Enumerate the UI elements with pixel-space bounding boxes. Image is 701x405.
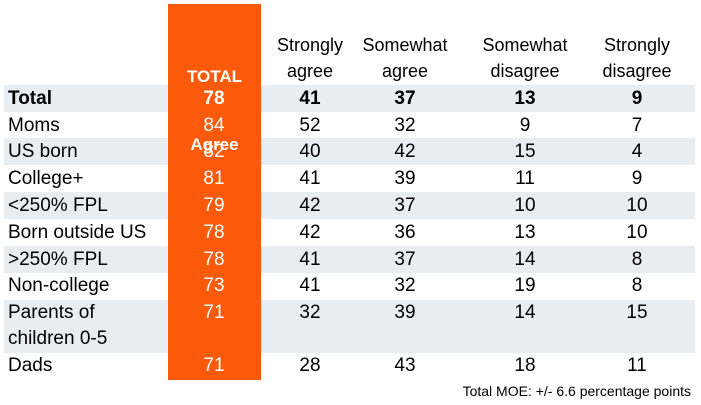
row-band: [4, 246, 695, 273]
header-strongly-disagree: Strongly disagree: [602, 35, 672, 81]
moe-note: Total MOE: +/- 6.6 percentage points: [462, 383, 691, 399]
cell-somewhat-agree: 39: [394, 168, 416, 189]
cell-total-agree: 73: [203, 275, 225, 296]
row-label: Total: [8, 88, 52, 109]
cell-strongly-disagree: 4: [631, 141, 643, 162]
cell-somewhat-agree: 43: [394, 355, 416, 376]
row-label: Moms: [8, 115, 60, 136]
header-somewhat-agree: Somewhat agree: [362, 35, 448, 81]
cell-total-agree: 71: [203, 302, 225, 323]
cell-somewhat-disagree: 13: [514, 222, 536, 243]
header-strongly-agree: Strongly agree: [276, 35, 344, 81]
cell-total-agree: 78: [203, 88, 225, 109]
row-label: >250% FPL: [8, 249, 108, 270]
row-band: [4, 138, 695, 165]
cell-strongly-disagree: 7: [631, 115, 643, 136]
row-band: [4, 300, 695, 353]
cell-somewhat-disagree: 15: [514, 141, 536, 162]
cell-strongly-agree: 42: [299, 195, 321, 216]
cell-somewhat-agree: 37: [394, 195, 416, 216]
cell-somewhat-agree: 42: [394, 141, 416, 162]
cell-strongly-agree: 41: [299, 168, 321, 189]
header-somewhat-disagree: Somewhat disagree: [482, 35, 568, 81]
cell-strongly-disagree: 10: [626, 222, 648, 243]
row-label: College+: [8, 168, 84, 189]
cell-somewhat-agree: 36: [394, 222, 416, 243]
cell-strongly-agree: 41: [299, 249, 321, 270]
cell-strongly-agree: 41: [299, 88, 321, 109]
cell-total-agree: 78: [203, 222, 225, 243]
cell-total-agree: 79: [203, 195, 225, 216]
cell-somewhat-agree: 39: [394, 302, 416, 323]
header-total-line1: TOTAL: [186, 67, 243, 86]
cell-strongly-disagree: 8: [631, 249, 643, 270]
cell-somewhat-disagree: 14: [514, 249, 536, 270]
cell-strongly-agree: 40: [299, 141, 321, 162]
cell-strongly-agree: 41: [299, 275, 321, 296]
cell-strongly-disagree: 9: [631, 168, 643, 189]
cell-somewhat-disagree: 13: [514, 88, 536, 109]
row-label: <250% FPL: [8, 195, 108, 216]
row-band: [4, 192, 695, 219]
cell-somewhat-disagree: 10: [514, 195, 536, 216]
header-total-agree: TOTAL Agree: [168, 26, 261, 154]
cell-somewhat-agree: 37: [394, 88, 416, 109]
total-agree-highlight-column: [168, 4, 261, 380]
cell-strongly-disagree: 8: [631, 275, 643, 296]
cell-strongly-disagree: 9: [631, 88, 643, 109]
row-label: Parents of children 0-5: [8, 302, 108, 349]
cell-total-agree: 81: [203, 168, 225, 189]
cell-somewhat-disagree: 9: [519, 115, 531, 136]
row-band: [4, 85, 695, 112]
row-label: Born outside US: [8, 222, 147, 243]
cell-somewhat-agree: 32: [394, 275, 416, 296]
cell-strongly-disagree: 15: [626, 302, 648, 323]
cell-total-agree: 71: [203, 355, 225, 376]
cell-somewhat-disagree: 18: [514, 355, 536, 376]
cell-strongly-agree: 52: [299, 115, 321, 136]
row-label: Non-college: [8, 275, 110, 296]
header-total-line2: Agree: [190, 135, 239, 154]
cell-strongly-disagree: 11: [627, 355, 647, 376]
cell-total-agree: 82: [203, 141, 225, 162]
cell-total-agree: 84: [203, 115, 225, 136]
cell-strongly-agree: 42: [299, 222, 321, 243]
row-label: US born: [8, 141, 78, 162]
cell-strongly-agree: 28: [299, 355, 321, 376]
cell-somewhat-disagree: 19: [514, 275, 536, 296]
row-label: Dads: [8, 355, 53, 376]
cell-somewhat-agree: 37: [394, 249, 416, 270]
cell-somewhat-disagree: 11: [515, 168, 535, 189]
cell-somewhat-disagree: 14: [514, 302, 536, 323]
cell-somewhat-agree: 32: [394, 115, 416, 136]
cell-strongly-disagree: 10: [626, 195, 648, 216]
cell-total-agree: 78: [203, 249, 225, 270]
cell-strongly-agree: 32: [299, 302, 321, 323]
